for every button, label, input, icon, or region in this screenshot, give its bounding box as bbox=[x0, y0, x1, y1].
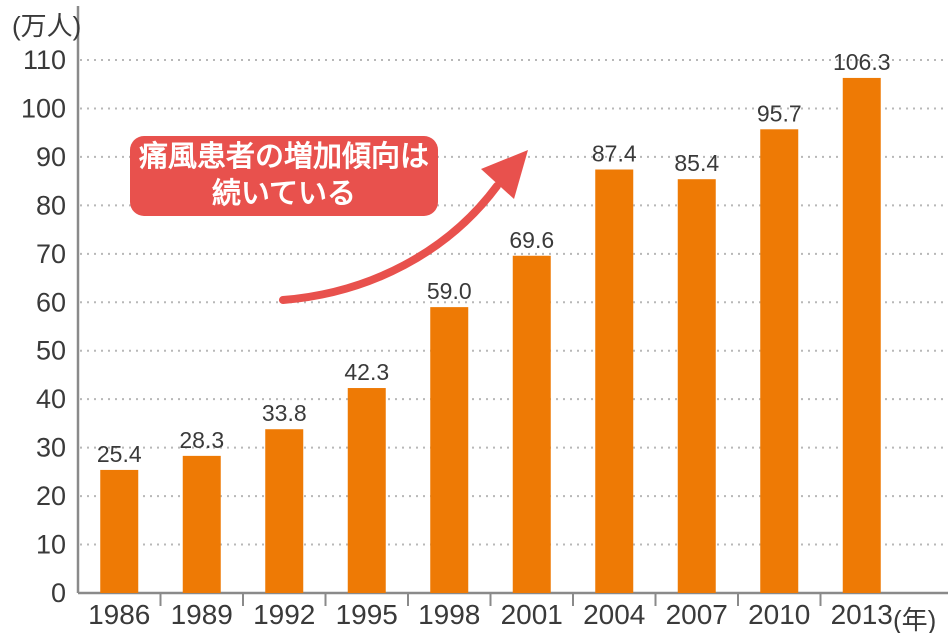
bar-value-label: 33.8 bbox=[262, 400, 307, 426]
x-axis-unit-label: (年) bbox=[893, 605, 937, 633]
bar-1992 bbox=[265, 429, 304, 593]
bar-value-label: 87.4 bbox=[592, 141, 637, 167]
bar-1986 bbox=[100, 469, 139, 593]
bar-value-label: 25.4 bbox=[97, 441, 142, 467]
x-tick-label: 2013 bbox=[831, 599, 893, 630]
bar-2007 bbox=[677, 179, 716, 593]
y-tick-label: 20 bbox=[36, 481, 66, 511]
bar-2013 bbox=[842, 77, 881, 594]
x-tick-label: 2007 bbox=[666, 599, 728, 630]
y-tick-label: 100 bbox=[21, 93, 66, 123]
x-tick-label: 1995 bbox=[336, 599, 398, 630]
bar-value-label: 59.0 bbox=[427, 278, 472, 304]
bar-value-label: 42.3 bbox=[344, 359, 389, 385]
y-axis-unit-label: (万人) bbox=[12, 11, 82, 41]
bar-1998 bbox=[430, 307, 469, 593]
x-tick-label: 2001 bbox=[501, 599, 563, 630]
annotation-line-1: 痛風患者の増加傾向は bbox=[138, 141, 429, 173]
y-tick-label: 50 bbox=[36, 336, 66, 366]
bar-value-label: 28.3 bbox=[179, 427, 224, 453]
trend-arrow bbox=[279, 150, 528, 304]
bar-value-label: 95.7 bbox=[757, 100, 802, 126]
y-tick-label: 60 bbox=[36, 287, 66, 317]
bar-1989 bbox=[182, 455, 221, 593]
annotation-line-2: 続いている bbox=[211, 178, 357, 210]
y-tick-label: 110 bbox=[23, 45, 66, 75]
bar-value-label: 85.4 bbox=[674, 150, 719, 176]
trend-arrow-curve bbox=[279, 182, 501, 304]
y-tick-label: 40 bbox=[36, 384, 66, 414]
y-tick-label: 90 bbox=[36, 142, 66, 172]
trend-arrow-head-icon bbox=[481, 150, 528, 199]
chart-generated-layer: 0 10 20 30 40 50 60 70 80 90 100 110 25.4 1986 28.3 198… bbox=[21, 6, 948, 630]
x-tick-label: 1989 bbox=[171, 599, 233, 630]
bar-2001 bbox=[512, 255, 551, 594]
y-tick-label: 30 bbox=[36, 433, 66, 463]
bar-2010 bbox=[760, 129, 799, 594]
x-tick-label: 1998 bbox=[418, 599, 480, 630]
x-tick-label: 1992 bbox=[253, 599, 315, 630]
annotation-box: 痛風患者の増加傾向は 続いている bbox=[130, 136, 438, 216]
bar-value-label: 106.3 bbox=[833, 49, 891, 75]
x-tick-label: 1986 bbox=[88, 599, 150, 630]
bar-value-label: 69.6 bbox=[509, 227, 554, 253]
x-tick-label: 2004 bbox=[583, 599, 645, 630]
x-tick-label: 2010 bbox=[748, 599, 810, 630]
y-tick-label: 0 bbox=[51, 578, 66, 608]
bar-2004 bbox=[595, 169, 634, 594]
bar-1995 bbox=[347, 388, 386, 593]
y-tick-label: 80 bbox=[36, 190, 66, 220]
y-tick-label: 70 bbox=[36, 239, 66, 269]
y-tick-label: 10 bbox=[36, 530, 66, 560]
